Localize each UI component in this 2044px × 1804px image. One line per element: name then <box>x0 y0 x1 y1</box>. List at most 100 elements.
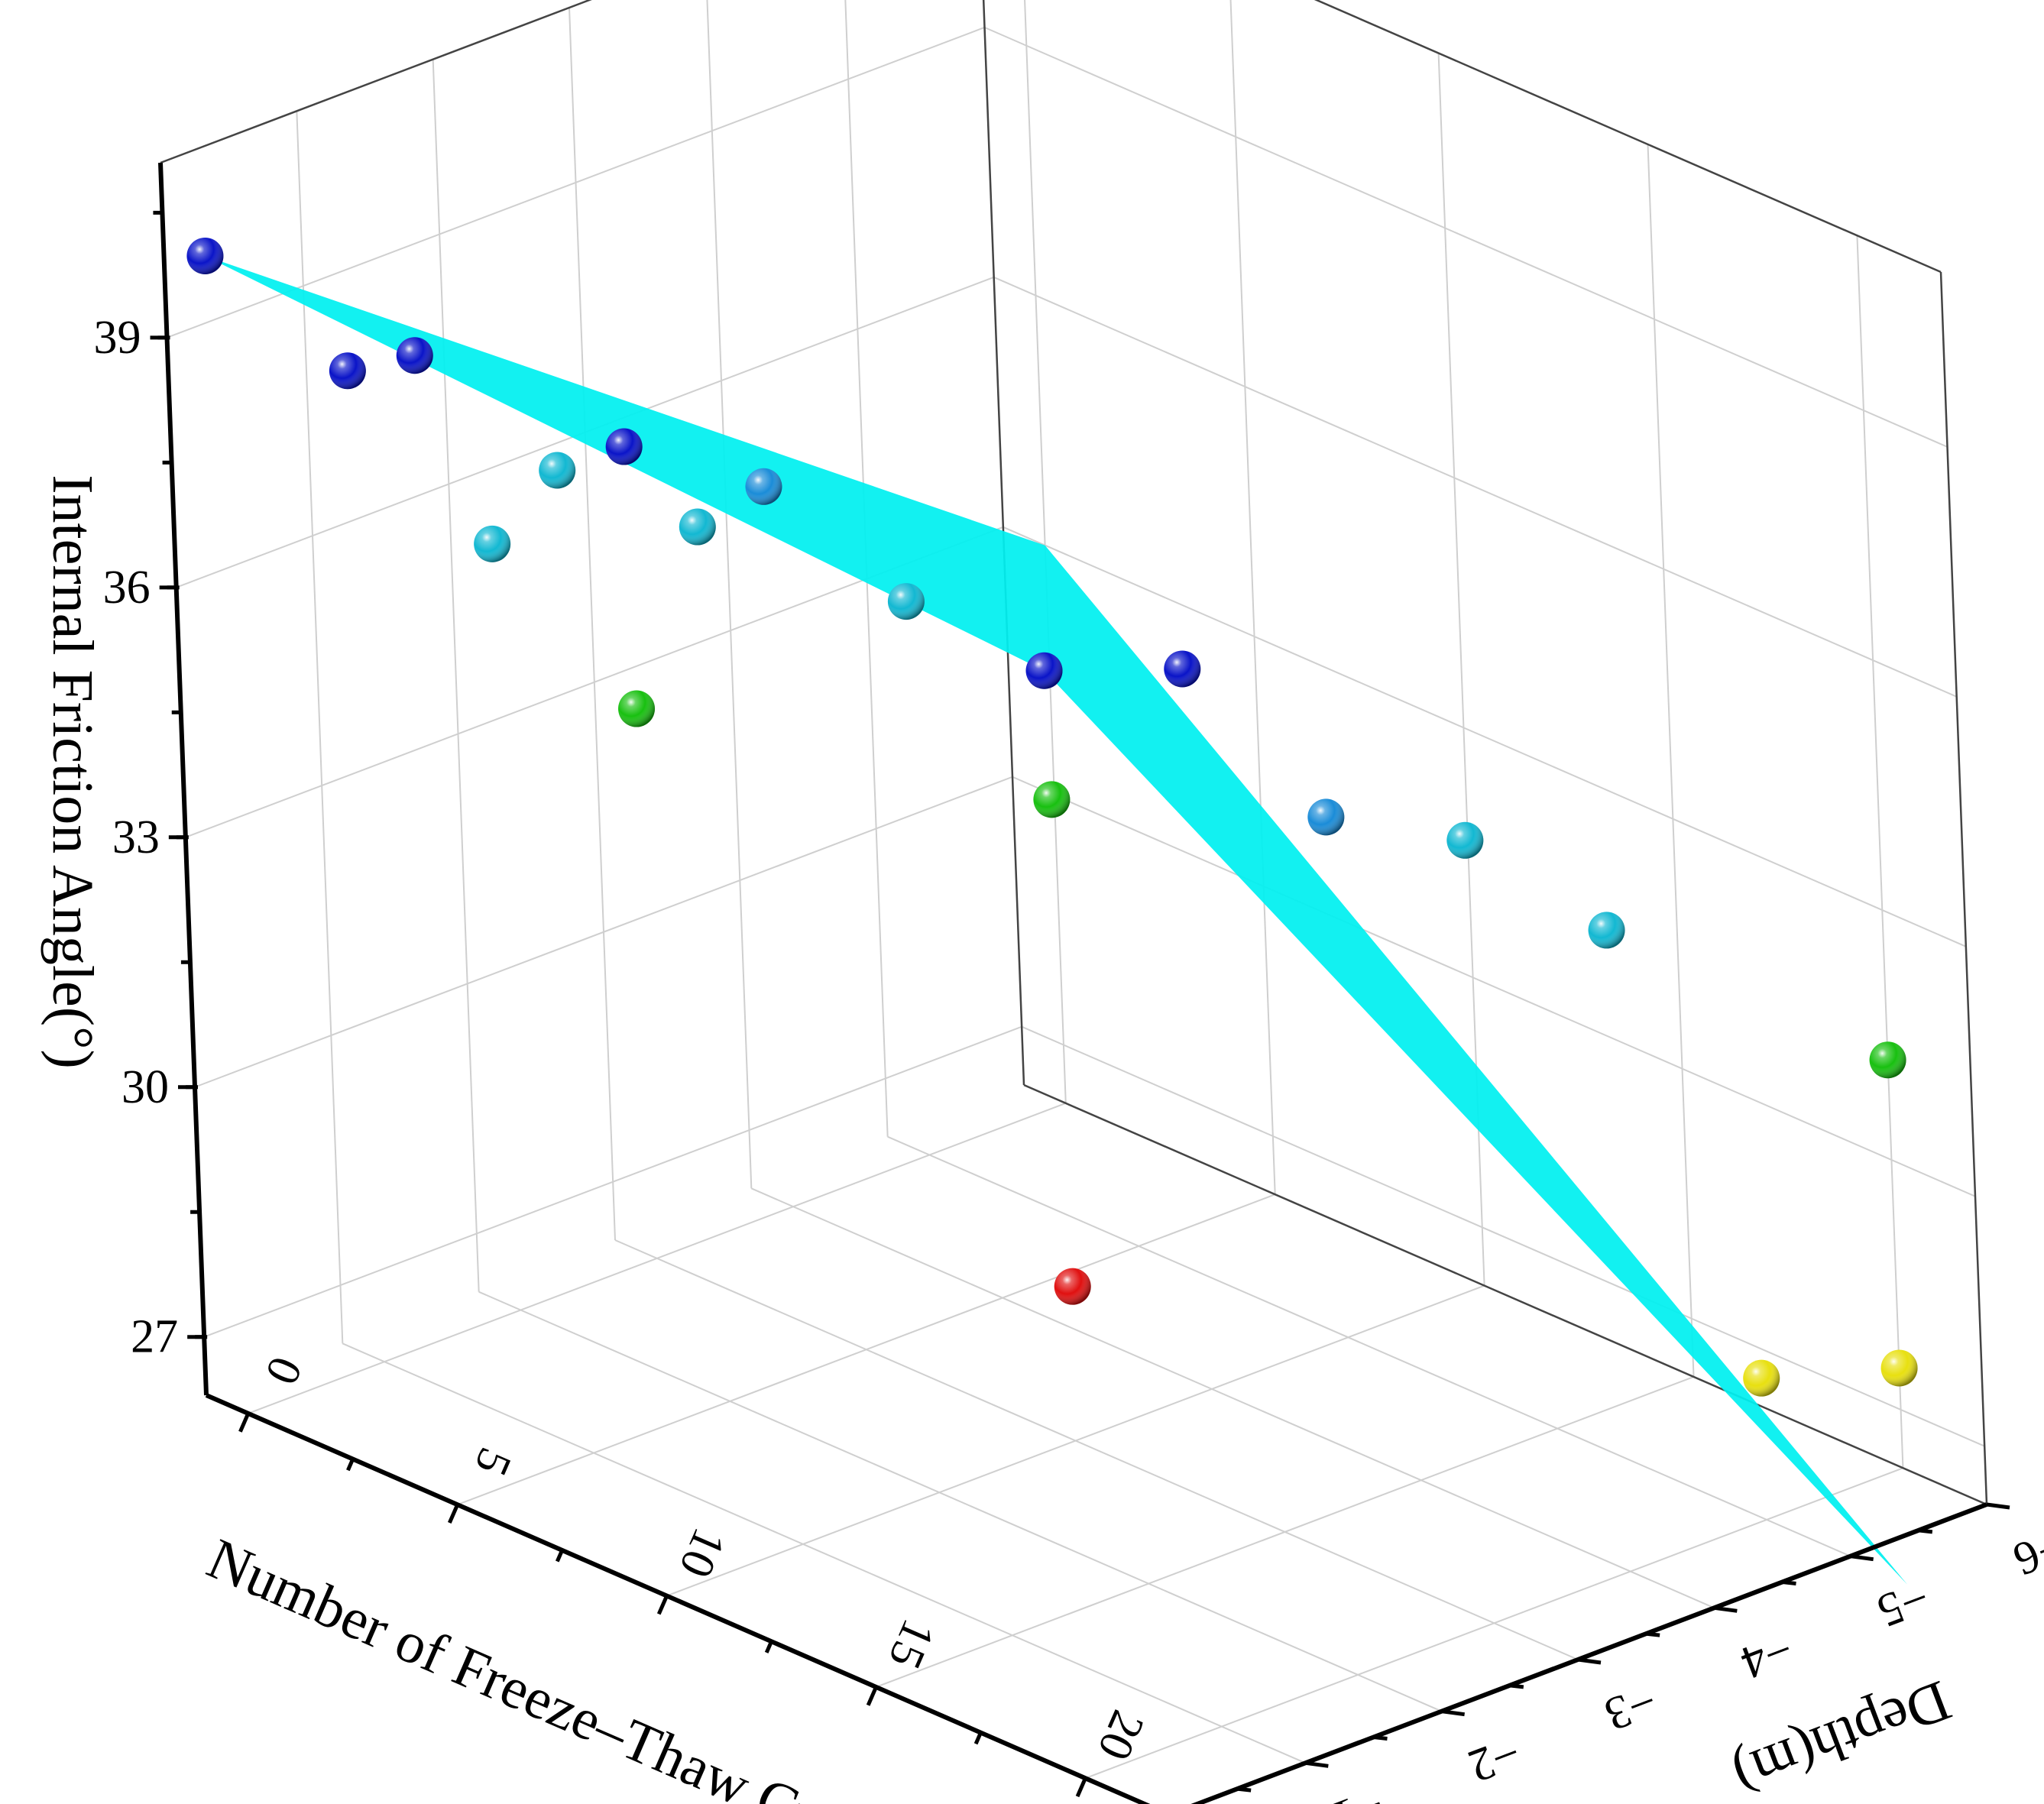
side-grid-z <box>194 776 1013 1088</box>
back-grid-z <box>993 276 1958 698</box>
x-minor-tick <box>346 1458 355 1472</box>
x-tick <box>866 1686 878 1706</box>
fitted-surface <box>205 256 1908 1585</box>
surface-plane <box>205 256 1908 1585</box>
z-tick-label: 36 <box>103 562 151 614</box>
data-point-18 <box>1743 1359 1780 1397</box>
data-point-12 <box>1033 781 1071 818</box>
back-grid-z <box>984 26 1948 448</box>
back-grid-x <box>1024 0 1067 1103</box>
data-point-shine <box>887 583 925 620</box>
x-tick-label: 10 <box>669 1521 735 1585</box>
z-tick-label: 27 <box>131 1311 178 1363</box>
back-grid-x <box>1647 144 1695 1377</box>
data-point-9 <box>605 428 643 465</box>
data-point-shine <box>618 690 656 727</box>
x-tick-label: 5 <box>465 1440 522 1483</box>
data-point-13 <box>1025 652 1063 689</box>
side-grid-z <box>203 1025 1022 1338</box>
data-point-17 <box>1588 912 1625 949</box>
y-tick-label: −4 <box>1735 1623 1800 1689</box>
back-grid-z <box>1012 776 1976 1197</box>
frame-edge <box>982 0 1025 1086</box>
frame-edge <box>1314 0 1942 274</box>
data-point-5 <box>1054 1268 1091 1305</box>
y-tick-label: −5 <box>1871 1571 1936 1637</box>
x-minor-tick <box>973 1731 983 1745</box>
x-axis-label: Number of Freeze–Thaw Cycles <box>199 1527 918 1804</box>
x-minor-tick <box>764 1640 773 1653</box>
x-tick <box>656 1595 669 1615</box>
y-tick <box>1714 1605 1738 1613</box>
data-point-3 <box>474 525 511 562</box>
data-point-14 <box>1164 650 1201 688</box>
y-tick-label: −3 <box>1598 1674 1663 1741</box>
back-grid-x <box>1856 235 1904 1469</box>
z-axis-label: Internal Friction Angle(°) <box>40 474 105 1069</box>
y-minor-tick <box>1918 1528 1933 1534</box>
floor-grid-y <box>887 1135 1851 1557</box>
data-point-8 <box>679 508 716 546</box>
z-tick-label: 30 <box>121 1061 169 1113</box>
x-tick <box>1075 1777 1087 1798</box>
box-frame <box>160 0 1988 1506</box>
back-grid-z <box>1003 526 1967 947</box>
z-tick-label: 33 <box>112 811 160 863</box>
side-grid-y <box>706 0 753 1189</box>
back-grid-z <box>1021 1025 1985 1447</box>
data-point-7 <box>539 452 576 489</box>
x-minor-tick <box>555 1549 564 1563</box>
data-point-shine <box>1033 781 1071 818</box>
y-minor-tick <box>1782 1580 1796 1585</box>
floor-grid-y <box>342 1342 1306 1764</box>
data-point-shine <box>1869 1041 1906 1079</box>
x-axis-line <box>205 1393 1151 1804</box>
data-point-shine <box>329 352 366 390</box>
x-tick-label: 0 <box>255 1349 313 1392</box>
data-point-15 <box>1307 798 1345 836</box>
y-tick <box>1441 1709 1465 1717</box>
axis-ticks: 2730333639051015200−1−2−3−4−5−6 <box>94 210 2044 1804</box>
data-point-shine <box>745 468 782 505</box>
data-point-20 <box>1869 1041 1906 1079</box>
data-point-4 <box>618 690 656 727</box>
x-tick-label: 15 <box>878 1612 944 1676</box>
y-tick <box>1305 1760 1329 1768</box>
data-point-19 <box>1880 1349 1918 1387</box>
data-point-shine <box>1588 912 1625 949</box>
y-tick-label: −6 <box>2007 1519 2044 1585</box>
x-tick <box>238 1412 251 1433</box>
data-point-6 <box>396 337 433 374</box>
y-tick <box>1986 1502 2010 1510</box>
data-point-shine <box>1880 1349 1918 1387</box>
side-grid-y <box>296 111 344 1344</box>
data-point-shine <box>1743 1359 1780 1397</box>
y-minor-tick <box>1509 1683 1524 1689</box>
grid-lines <box>160 0 1987 1804</box>
data-points <box>186 237 1918 1397</box>
y-minor-tick <box>1645 1631 1660 1637</box>
data-point-2 <box>329 352 366 390</box>
y-axis-label: Depth(m) <box>1725 1668 1959 1804</box>
floor-grid-y <box>750 1187 1715 1609</box>
y-tick <box>1850 1554 1874 1562</box>
axis-labels: Internal Friction Angle(°) Number of Free… <box>40 474 1959 1804</box>
data-point-shine <box>679 508 716 546</box>
side-grid-y <box>568 7 616 1241</box>
y-tick-label: −2 <box>1462 1726 1527 1793</box>
frame-edge <box>1939 271 1988 1505</box>
data-point-shine <box>1164 650 1201 688</box>
side-grid-z <box>167 26 985 338</box>
data-point-shine <box>1307 798 1345 836</box>
y-minor-tick <box>1236 1786 1252 1793</box>
data-point-shine <box>396 337 433 374</box>
x-tick <box>448 1504 459 1524</box>
data-point-shine <box>1446 821 1484 859</box>
data-point-shine <box>474 525 511 562</box>
data-point-shine <box>186 237 224 274</box>
y-tick <box>1577 1657 1602 1665</box>
data-point-11 <box>887 583 925 620</box>
data-point-shine <box>605 428 643 465</box>
side-grid-y <box>432 59 480 1292</box>
